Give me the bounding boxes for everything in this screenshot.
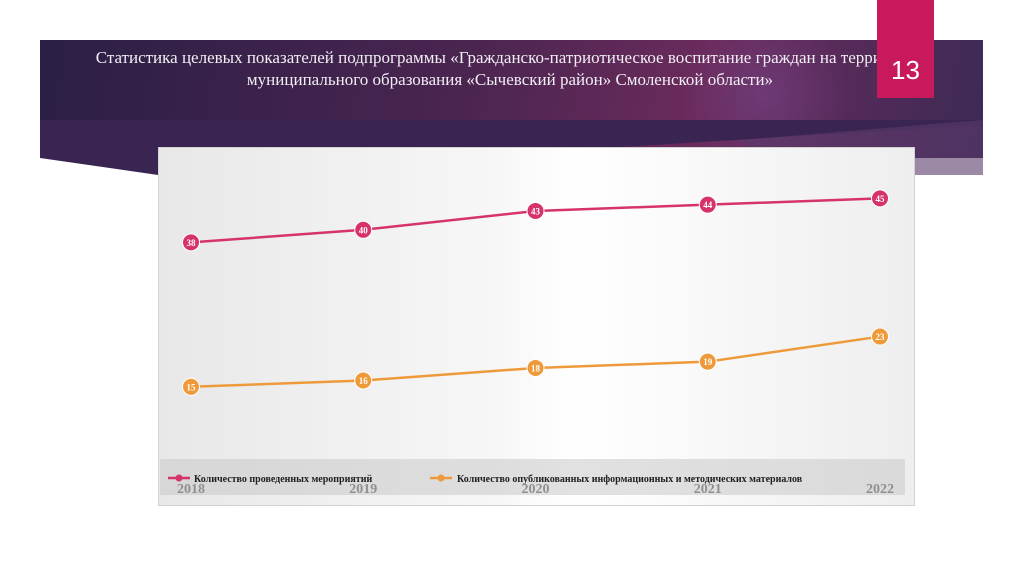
data-point-1-2019 — [354, 220, 373, 239]
data-label-1-2018: 38 — [187, 238, 197, 248]
data-point-2-2018 — [182, 377, 200, 396]
page-number: 13 — [891, 55, 920, 85]
legend-marker-2 — [437, 474, 445, 482]
legend-label-2: Количество опубликованных информационных… — [457, 474, 803, 485]
data-point-1-2020 — [526, 201, 545, 220]
data-point-2-2020 — [526, 358, 545, 377]
legend-marker-1 — [175, 474, 183, 482]
data-label-1-2019: 40 — [359, 225, 369, 235]
page-number-tab: 13 — [877, 0, 934, 98]
data-label-1-2022: 45 — [876, 194, 886, 204]
data-point-2-2021 — [698, 352, 717, 371]
legend-label-1: Количество проведенных мероприятий — [194, 474, 372, 485]
data-label-1-2020: 43 — [531, 206, 541, 216]
data-label-1-2021: 44 — [703, 200, 713, 210]
data-point-2-2022 — [871, 327, 889, 346]
x-tick-label-2021: 2021 — [694, 482, 722, 497]
data-point-2-2019 — [354, 371, 373, 390]
data-point-1-2021 — [698, 195, 717, 214]
slide-title: Статистика целевых показателей подпрогра… — [95, 48, 925, 89]
data-point-1-2018 — [182, 233, 200, 252]
data-label-2-2022: 23 — [876, 332, 886, 342]
x-tick-label-2018: 2018 — [177, 482, 205, 497]
x-tick-label-2022: 2022 — [866, 482, 894, 497]
x-tick-label-2020: 2020 — [522, 482, 550, 497]
legend-bar — [160, 459, 905, 495]
x-tick-label-2019: 2019 — [349, 482, 377, 497]
data-label-2-2020: 18 — [531, 363, 541, 373]
data-point-1-2022 — [871, 189, 889, 208]
data-label-2-2021: 19 — [703, 357, 713, 367]
data-label-2-2019: 16 — [359, 376, 369, 386]
data-label-2-2018: 15 — [187, 382, 197, 392]
